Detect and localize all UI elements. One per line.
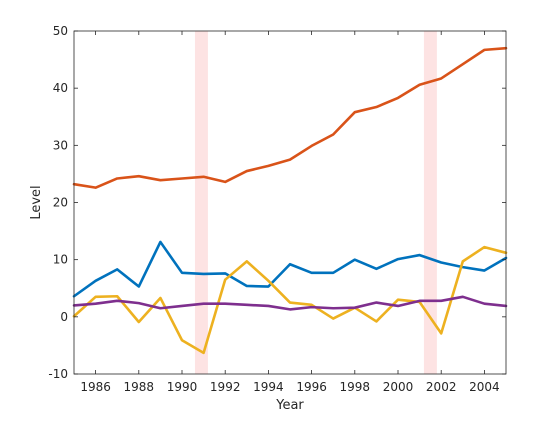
y-tick-label: -10 — [48, 367, 68, 381]
series-line-4 — [72, 295, 508, 311]
x-tick-label: 1988 — [124, 380, 155, 394]
series-line-3 — [72, 245, 508, 355]
series-line-2 — [72, 46, 508, 189]
x-tick-label: 1992 — [210, 380, 241, 394]
shaded-regions — [194, 31, 437, 374]
series-lines — [72, 46, 508, 355]
x-tick-label: 1998 — [340, 380, 371, 394]
y-tick-label: 50 — [53, 24, 68, 38]
y-tick-label: 40 — [53, 81, 68, 95]
x-tick-label: 2002 — [426, 380, 457, 394]
x-tick-label: 1990 — [167, 380, 198, 394]
series-line-1 — [72, 240, 508, 298]
y-tick-label: 0 — [60, 310, 68, 324]
x-axis-label: Year — [275, 398, 304, 413]
shaded-region-2 — [423, 31, 437, 374]
x-tick-label: 2004 — [469, 380, 500, 394]
x-tick-label: 2000 — [383, 380, 414, 394]
y-tick-label: 30 — [53, 138, 68, 152]
y-axis-label: Level — [29, 185, 44, 219]
y-tick-label: 20 — [53, 196, 68, 210]
x-tick-label: 1996 — [296, 380, 327, 394]
shaded-region-1 — [194, 31, 208, 374]
y-tick-label: 10 — [53, 253, 68, 267]
axis-ticks: 1986 1988 1990 1992 1994 1996 1998 2000 2002 2004… — [48, 24, 506, 394]
x-tick-label: 1986 — [80, 380, 111, 394]
x-tick-label: 1994 — [253, 380, 284, 394]
